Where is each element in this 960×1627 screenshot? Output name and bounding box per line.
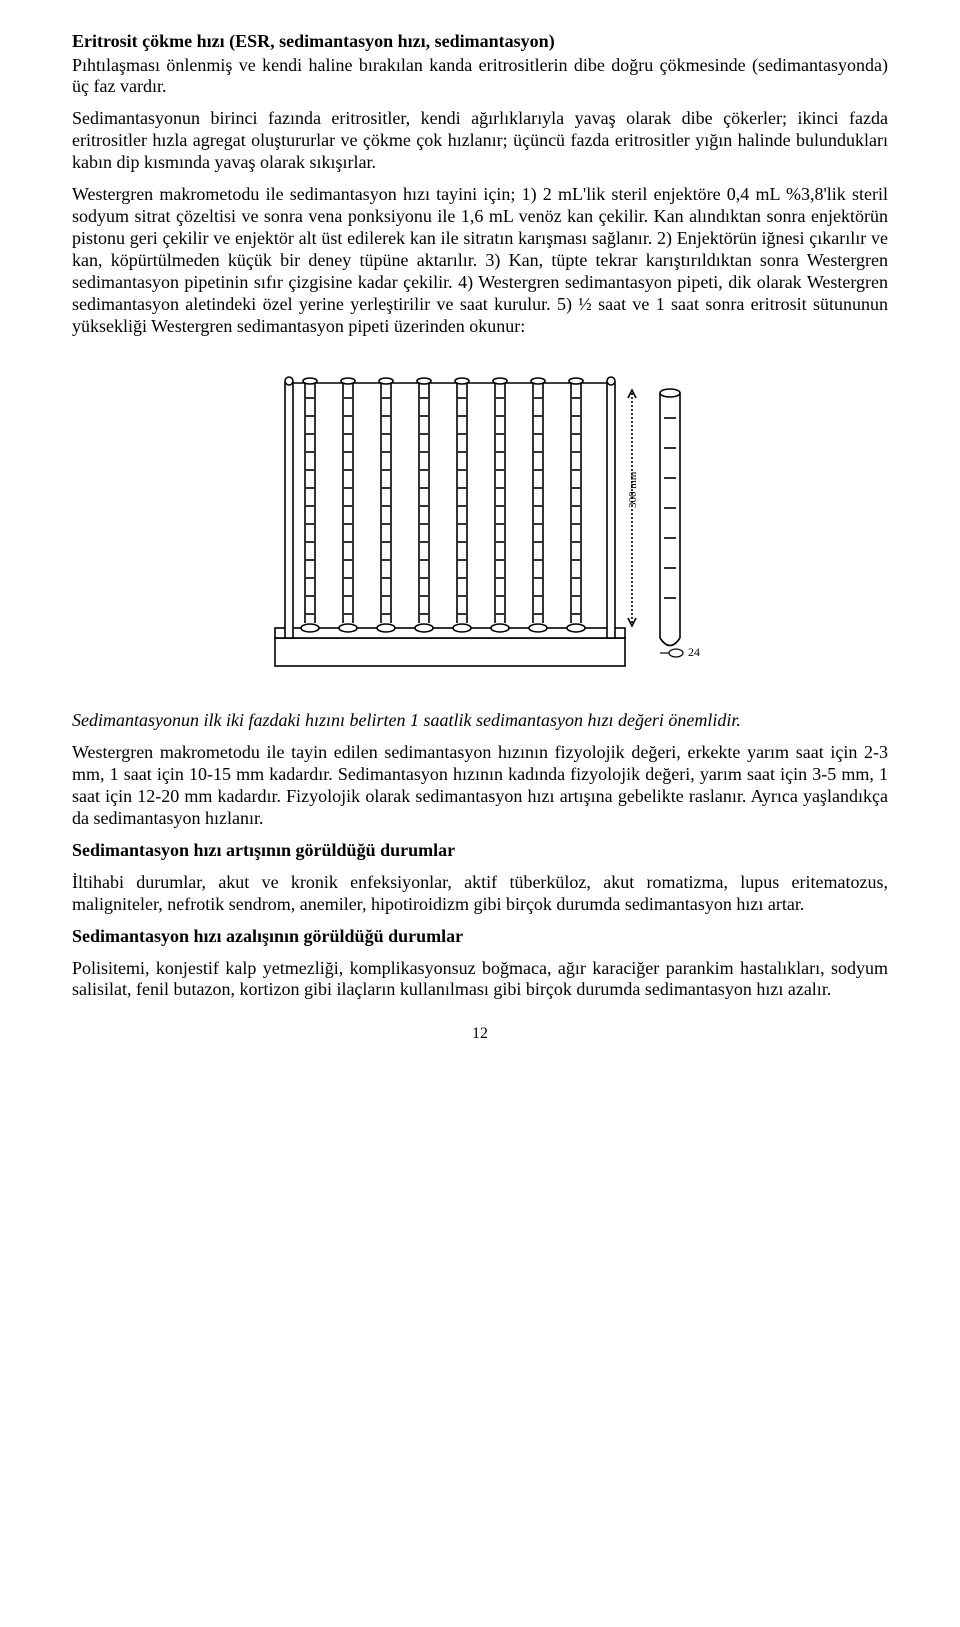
paragraph-decrease: Polisitemi, konjestif kalp yetmezliği, k… [72,958,888,1002]
heading-increase: Sedimantasyon hızı artışının görüldüğü d… [72,840,888,862]
westergren-rack-figure: 300 mm 24 [250,348,710,688]
page-title: Eritrosit çökme hızı (ESR, sedimantasyon… [72,30,888,53]
fig-label-diameter: 24 [688,645,700,659]
page-number: 12 [72,1025,888,1043]
heading-decrease: Sedimantasyon hızı azalışının görüldüğü … [72,926,888,948]
paragraph-intro: Pıhtılaşması önlenmiş ve kendi haline bı… [72,55,888,99]
paragraph-phases: Sedimantasyonun birinci fazında eritrosi… [72,108,888,174]
paragraph-physio: Westergren makrometodu ile tayin edilen … [72,742,888,830]
paragraph-importance: Sedimantasyonun ilk iki fazdaki hızını b… [72,710,888,732]
paragraph-method: Westergren makrometodu ile sedimantasyon… [72,184,888,338]
fig-label-height: 300 mm [627,471,639,508]
paragraph-increase: İltihabi durumlar, akut ve kronik enfeks… [72,872,888,916]
